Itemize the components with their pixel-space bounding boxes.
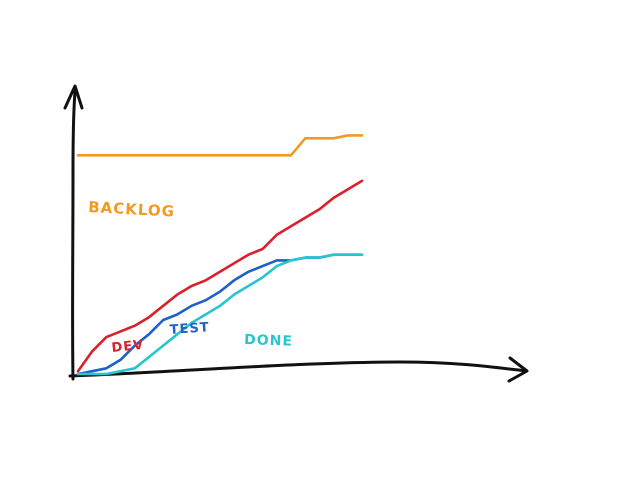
x-axis-arrow-head [507, 356, 529, 383]
series-line-dev [76, 179, 364, 373]
series-label-done: DONE [244, 332, 293, 350]
series-line-backlog [76, 134, 364, 157]
series-label-backlog: BACKLOG [88, 198, 176, 221]
y-axis [71, 90, 77, 381]
series-labels: BACKLOG DEV TEST DONE [88, 198, 293, 356]
x-axis [68, 360, 528, 378]
series-line-done [76, 253, 364, 376]
series-label-dev: DEV [111, 338, 145, 356]
axes [63, 84, 529, 383]
series-label-test: TEST [169, 320, 210, 338]
y-axis-arrow-head [63, 84, 84, 110]
series-lines [76, 134, 364, 376]
